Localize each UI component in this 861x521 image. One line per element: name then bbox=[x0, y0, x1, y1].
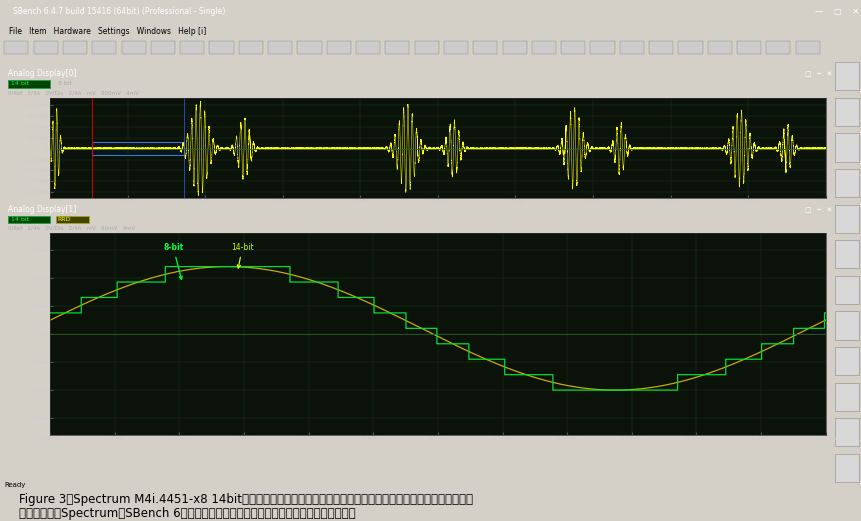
Bar bbox=[502, 41, 526, 54]
Bar bbox=[180, 41, 204, 54]
Bar bbox=[795, 41, 819, 54]
Bar bbox=[833, 133, 858, 162]
Bar bbox=[92, 142, 183, 155]
Bar bbox=[648, 41, 672, 54]
Bar bbox=[209, 41, 233, 54]
Bar bbox=[833, 312, 858, 340]
Bar bbox=[736, 41, 760, 54]
Text: SBench 6.4.7 build 15416 (64bit) (Professional - Single): SBench 6.4.7 build 15416 (64bit) (Profes… bbox=[13, 7, 225, 16]
Text: 8-bit: 8-bit bbox=[163, 243, 183, 279]
Bar bbox=[561, 41, 585, 54]
Text: —    □    ✕: — □ ✕ bbox=[814, 7, 858, 16]
Bar bbox=[707, 41, 731, 54]
Bar bbox=[833, 454, 858, 482]
Bar bbox=[833, 347, 858, 375]
Bar bbox=[833, 62, 858, 91]
Text: 0/Ref   2/4A   0V/Div   2/4A   mV   80mV   4mV: 0/Ref 2/4A 0V/Div 2/4A mV 80mV 4mV bbox=[9, 226, 136, 231]
Bar bbox=[92, 41, 116, 54]
Bar bbox=[63, 41, 87, 54]
Text: □  −  ✕: □ − ✕ bbox=[804, 71, 832, 77]
Bar bbox=[833, 418, 858, 446]
Bar bbox=[268, 41, 292, 54]
Bar bbox=[356, 41, 380, 54]
Bar bbox=[833, 240, 858, 268]
Text: 14 bit: 14 bit bbox=[11, 81, 29, 86]
Bar bbox=[833, 98, 858, 126]
Text: 8 bit: 8 bit bbox=[58, 81, 72, 86]
Text: した信号は、SpectrumのSBench 6ソフトウェアを使用してグラフィカルに表示されます。: した信号は、SpectrumのSBench 6ソフトウェアを使用してグラフィカル… bbox=[19, 507, 356, 520]
Text: Ready: Ready bbox=[4, 482, 26, 488]
Text: 14-bit: 14-bit bbox=[231, 243, 253, 268]
Text: File   Item   Hardware   Settings   Windows   Help [i]: File Item Hardware Settings Windows Help… bbox=[9, 27, 206, 36]
Bar bbox=[34, 41, 58, 54]
Text: Figure 3　Spectrum M4i.4451-x8 14bitデジタイザを使用して、超音波距離計に関連する信号を測定します。取得: Figure 3 Spectrum M4i.4451-x8 14bitデジタイザ… bbox=[19, 493, 473, 506]
Text: 0/Ref   2/4A   0V/Div   2/4A   mV   800mV   4mV: 0/Ref 2/4A 0V/Div 2/4A mV 800mV 4mV bbox=[9, 90, 139, 95]
Text: Analog Display[1]: Analog Display[1] bbox=[9, 205, 77, 215]
Bar bbox=[151, 41, 175, 54]
Bar bbox=[326, 41, 350, 54]
Bar bbox=[9, 216, 50, 223]
Bar bbox=[531, 41, 555, 54]
Text: RRD: RRD bbox=[57, 217, 71, 222]
Bar bbox=[238, 41, 263, 54]
Bar bbox=[9, 80, 50, 88]
Bar bbox=[473, 41, 497, 54]
Bar bbox=[765, 41, 790, 54]
Bar bbox=[590, 41, 614, 54]
Text: Analog Display[0]: Analog Display[0] bbox=[9, 69, 77, 79]
Text: □  −  ✕: □ − ✕ bbox=[804, 207, 832, 213]
Bar bbox=[833, 382, 858, 411]
Bar bbox=[121, 41, 146, 54]
Bar bbox=[297, 41, 321, 54]
Bar bbox=[443, 41, 468, 54]
Bar bbox=[678, 41, 702, 54]
Bar bbox=[414, 41, 438, 54]
Bar bbox=[833, 276, 858, 304]
Text: 14 bit: 14 bit bbox=[11, 217, 29, 222]
Bar bbox=[833, 205, 858, 233]
Bar bbox=[4, 41, 28, 54]
Bar bbox=[385, 41, 409, 54]
Bar bbox=[55, 216, 89, 223]
Bar bbox=[833, 169, 858, 197]
Bar bbox=[619, 41, 643, 54]
